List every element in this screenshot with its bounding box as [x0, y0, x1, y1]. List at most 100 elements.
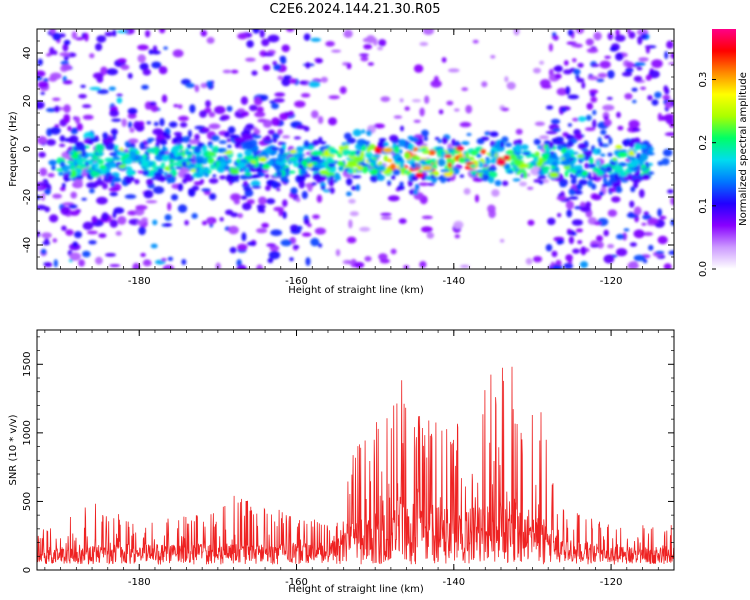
heatmap-blob [136, 220, 143, 225]
snr-series-line [37, 366, 674, 565]
heatmap-blob [537, 175, 547, 180]
heatmap-blob [194, 133, 200, 141]
heatmap-blob [199, 110, 207, 118]
heatmap-blob [367, 62, 374, 66]
heatmap-blob [476, 153, 482, 159]
heatmap-blob [312, 139, 320, 146]
heatmap-blob [292, 160, 298, 164]
heatmap-blob [643, 211, 649, 216]
heatmap-blob [461, 87, 469, 92]
heatmap-blob [246, 40, 254, 48]
heatmap-blob [298, 164, 304, 170]
heatmap-blob [81, 197, 87, 201]
heatmap-blob [556, 136, 564, 143]
heatmap-blob [346, 62, 352, 70]
heatmap-panel: -180 -160 -140 -120 -40 -20 0 20 40 Height of st… [8, 28, 675, 296]
heatmap-blob [592, 194, 602, 201]
heatmap-blob [335, 249, 341, 257]
heatmap-blob [85, 161, 89, 167]
heatmap-blob [37, 101, 45, 109]
heatmap-blob [642, 258, 648, 264]
heatmap-blob [482, 169, 490, 176]
colorbar-bar [712, 29, 736, 269]
heatmap-blobs [37, 29, 674, 269]
heatmap-blob [665, 101, 672, 109]
heatmap-blob [61, 182, 66, 189]
heatmap-blob [378, 253, 388, 261]
heatmap-blob [51, 165, 56, 171]
heatmap-blob [662, 94, 671, 100]
heatmap-blob [69, 210, 80, 216]
heatmap-blob [315, 159, 324, 164]
heatmap-blob [292, 245, 300, 249]
heatmap-blob [49, 47, 55, 56]
heatmap-blob [525, 257, 533, 265]
heatmap-blob [217, 147, 227, 153]
heatmap-blob [191, 213, 198, 219]
heatmap-blob [617, 125, 624, 131]
heatmap-blob [582, 150, 593, 156]
heatmap-blob [575, 228, 584, 233]
heatmap-blob [392, 168, 401, 176]
heatmap-blob [642, 173, 650, 179]
heatmap-blob [625, 67, 634, 73]
heatmap-blob [237, 243, 248, 251]
heatmap-blob [271, 180, 279, 189]
heatmap-blob [567, 29, 574, 37]
heatmap-blob [279, 112, 289, 121]
heatmap-blob [527, 219, 535, 226]
heatmap-blob [364, 255, 372, 262]
heatmap-blob [316, 194, 323, 203]
heatmap-blob [173, 131, 183, 136]
heatmap-blob [163, 223, 173, 227]
heatmap-blob [465, 151, 470, 160]
heatmap-blob [488, 171, 498, 179]
heatmap-blob [281, 77, 291, 87]
heatmap-blob [89, 188, 95, 194]
heatmap-blob [640, 33, 648, 40]
heatmap-blob [567, 123, 573, 127]
heatmap-blob [41, 232, 52, 239]
heatmap-blob [472, 39, 479, 44]
heatmap-blob [66, 160, 74, 164]
heatmap-blob [589, 92, 596, 97]
heatmap-blob [102, 132, 109, 139]
heatmap-blob [106, 68, 118, 76]
page-title: C2E6.2024.144.21.30.R05 [269, 2, 441, 17]
heatmap-blob [200, 30, 208, 37]
heatmap-blob [563, 60, 569, 66]
heatmap-blob [182, 136, 191, 143]
heatmap-blob [629, 158, 640, 167]
heatmap-blob [527, 186, 534, 190]
colorbar-tick-label: 0.3 [698, 72, 709, 88]
heatmap-blob [550, 118, 561, 125]
heatmap-blob [441, 136, 448, 145]
heatmap-blob [250, 180, 261, 187]
heatmap-blob [624, 93, 633, 100]
heatmap-blob [278, 209, 283, 217]
heatmap-blob [461, 141, 470, 146]
heatmap-blob [146, 147, 157, 154]
heatmap-blob [312, 214, 320, 220]
heatmap-blob [182, 178, 188, 184]
heatmap-blob [470, 170, 478, 174]
heatmap-blob [67, 125, 72, 132]
heatmap-blob [267, 257, 274, 264]
heatmap-blob [370, 174, 379, 183]
heatmap-blob [38, 151, 46, 158]
heatmap-blob [604, 135, 611, 139]
heatmap-blob [159, 175, 166, 182]
heatmap-blob [470, 150, 479, 156]
heatmap-blob [63, 173, 70, 178]
heatmap-blob [305, 62, 311, 69]
heatmap-blob [141, 217, 148, 223]
heatmap-blob [566, 140, 574, 148]
heatmap-blob [208, 111, 216, 118]
heatmap-blob [565, 134, 573, 140]
heatmap-blob [68, 135, 79, 144]
heatmap-blob [464, 165, 472, 170]
heatmap-blob [351, 185, 357, 191]
heatmap-blob [193, 146, 201, 154]
heatmap-blob [74, 177, 83, 186]
heatmap-blob [346, 177, 353, 186]
